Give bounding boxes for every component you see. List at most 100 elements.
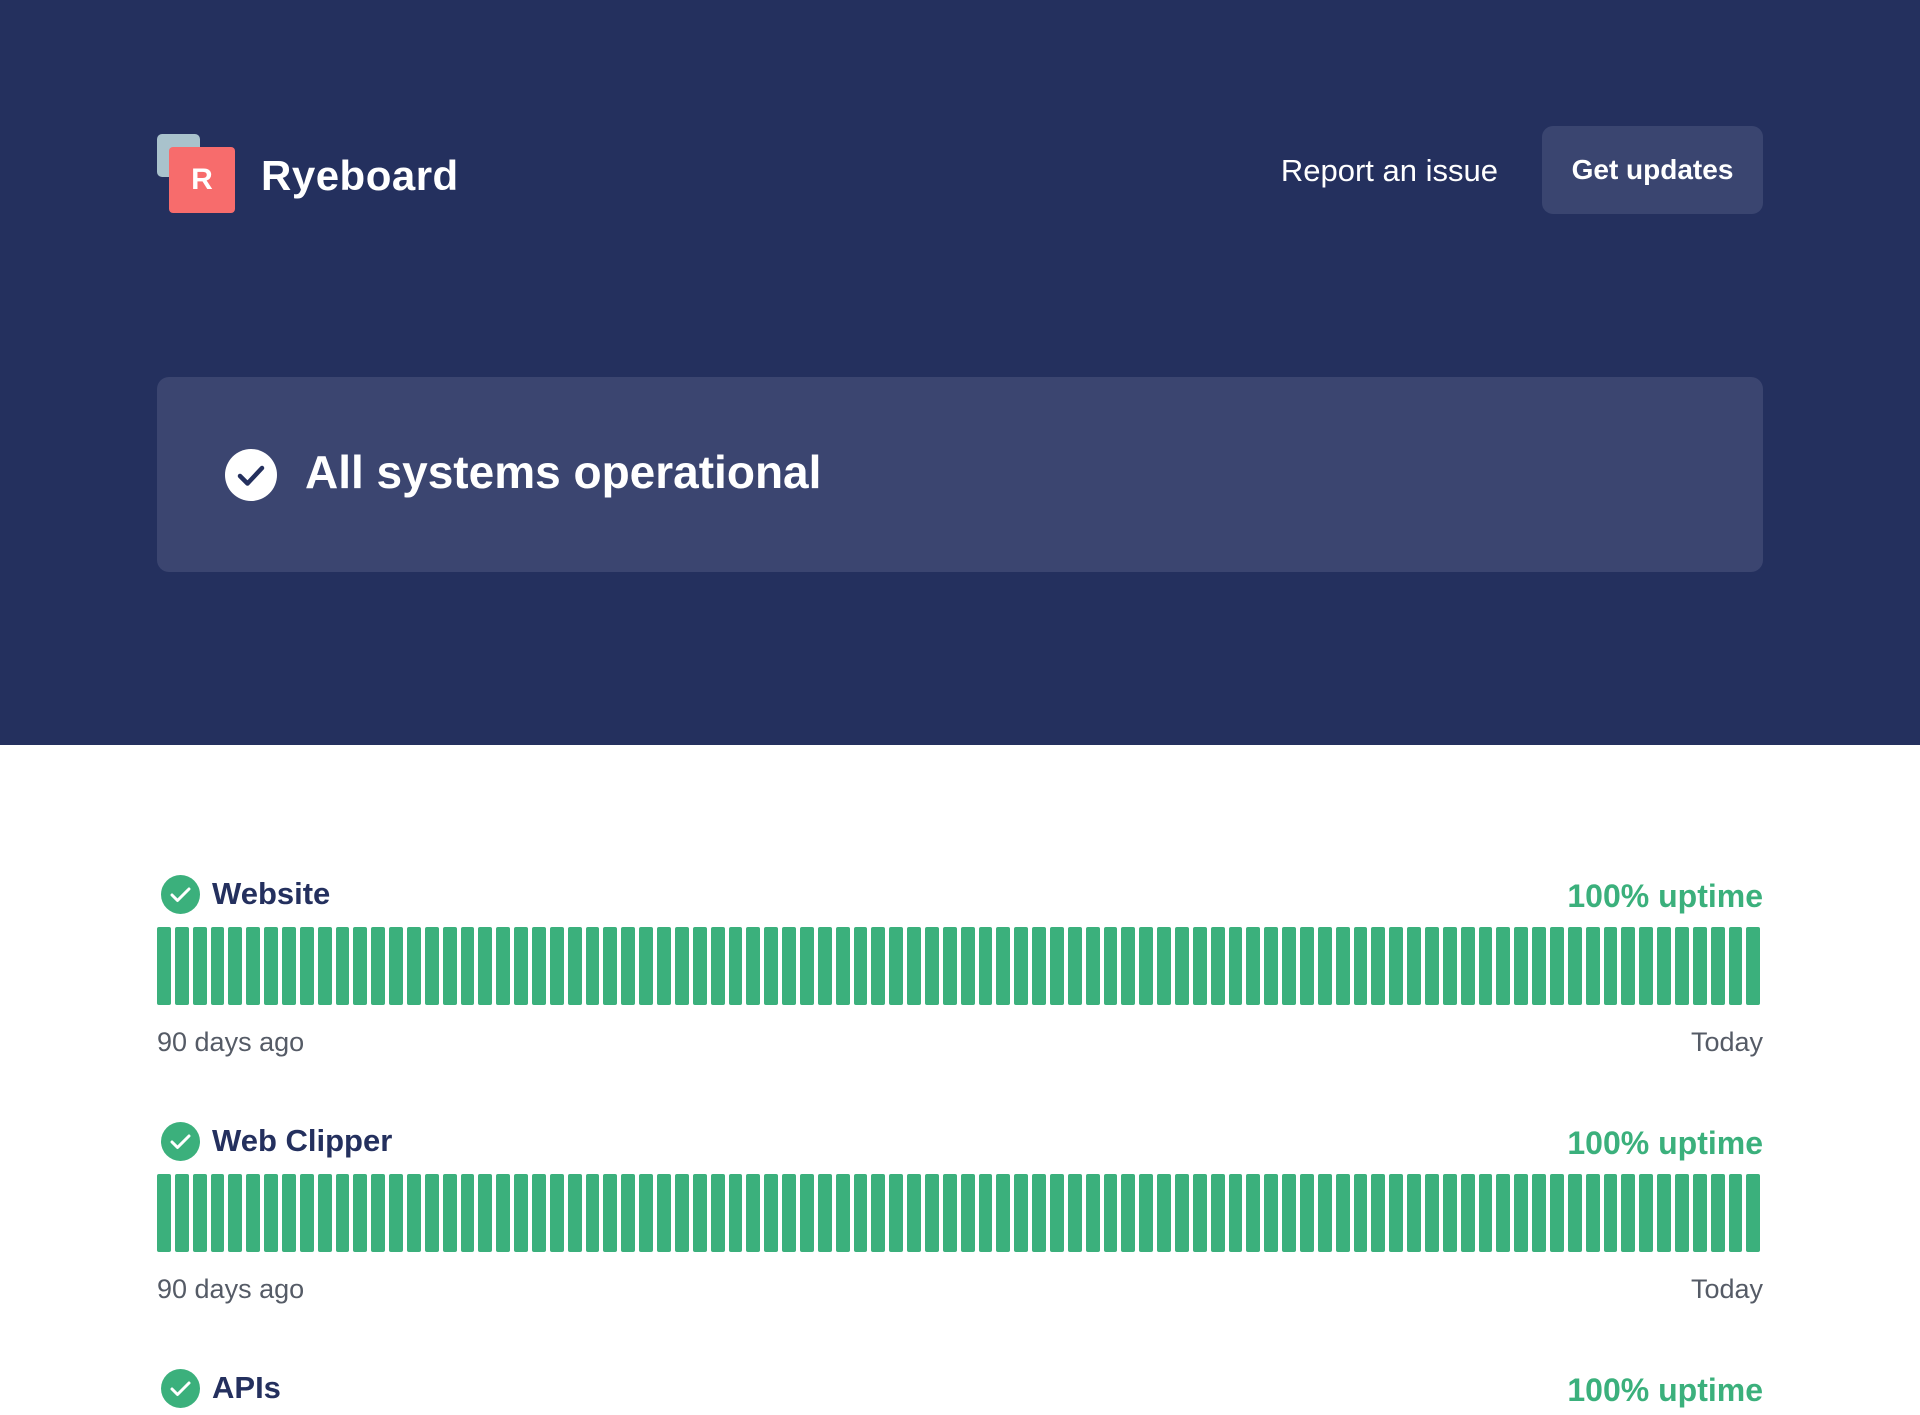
uptime-day-bar[interactable] (1032, 1174, 1046, 1252)
uptime-day-bar[interactable] (1121, 1174, 1136, 1252)
uptime-day-bar[interactable] (1496, 1174, 1511, 1252)
uptime-day-bar[interactable] (1246, 1174, 1261, 1252)
uptime-day-bar[interactable] (1174, 927, 1189, 1005)
uptime-day-bar[interactable] (174, 927, 189, 1005)
uptime-day-bar[interactable] (1300, 927, 1314, 1005)
uptime-day-bar[interactable] (942, 1174, 957, 1252)
uptime-day-bar[interactable] (1139, 1174, 1154, 1252)
uptime-day-bar[interactable] (371, 927, 386, 1005)
uptime-day-bar[interactable] (1067, 927, 1082, 1005)
uptime-day-bar[interactable] (1728, 1174, 1743, 1252)
uptime-day-bar[interactable] (532, 927, 546, 1005)
uptime-day-bar[interactable] (710, 927, 725, 1005)
uptime-day-bar[interactable] (389, 1174, 404, 1252)
uptime-day-bar[interactable] (1407, 1174, 1422, 1252)
uptime-day-bar[interactable] (335, 1174, 350, 1252)
uptime-day-bar[interactable] (1317, 927, 1332, 1005)
uptime-day-bar[interactable] (514, 927, 529, 1005)
uptime-day-bar[interactable] (299, 927, 314, 1005)
uptime-day-bar[interactable] (835, 1174, 850, 1252)
uptime-day-bar[interactable] (1496, 927, 1511, 1005)
uptime-day-bar[interactable] (871, 1174, 886, 1252)
uptime-day-bar[interactable] (407, 927, 421, 1005)
uptime-day-bar[interactable] (799, 1174, 814, 1252)
uptime-day-bar[interactable] (1567, 927, 1582, 1005)
uptime-day-bar[interactable] (1728, 927, 1743, 1005)
uptime-day-bar[interactable] (1514, 927, 1529, 1005)
uptime-day-bar[interactable] (1300, 1174, 1314, 1252)
uptime-day-bar[interactable] (1603, 1174, 1618, 1252)
uptime-day-bar[interactable] (1710, 1174, 1725, 1252)
uptime-day-bar[interactable] (603, 927, 618, 1005)
uptime-day-bar[interactable] (1371, 927, 1386, 1005)
brand-logo[interactable]: R Ryeboard (157, 134, 459, 213)
uptime-day-bar[interactable] (853, 927, 868, 1005)
uptime-day-bar[interactable] (1514, 1174, 1529, 1252)
uptime-day-bar[interactable] (1335, 927, 1350, 1005)
uptime-day-bar[interactable] (1067, 1174, 1082, 1252)
uptime-day-bar[interactable] (585, 927, 600, 1005)
uptime-day-bar[interactable] (1442, 1174, 1457, 1252)
uptime-day-bar[interactable] (157, 1174, 171, 1252)
uptime-day-bar[interactable] (192, 1174, 207, 1252)
uptime-day-bar[interactable] (1460, 927, 1475, 1005)
uptime-day-bar[interactable] (1603, 927, 1618, 1005)
uptime-day-bar[interactable] (835, 927, 850, 1005)
uptime-day-bar[interactable] (907, 1174, 921, 1252)
uptime-day-bar[interactable] (817, 927, 832, 1005)
uptime-day-bar[interactable] (228, 1174, 243, 1252)
uptime-day-bar[interactable] (407, 1174, 421, 1252)
uptime-day-bar[interactable] (1353, 1174, 1368, 1252)
uptime-day-bar[interactable] (442, 927, 457, 1005)
uptime-day-bar[interactable] (692, 1174, 707, 1252)
uptime-day-bar[interactable] (1103, 1174, 1118, 1252)
uptime-day-bar[interactable] (907, 927, 921, 1005)
uptime-day-bar[interactable] (1746, 1174, 1761, 1252)
uptime-day-bar[interactable] (1264, 1174, 1279, 1252)
uptime-day-bar[interactable] (924, 927, 939, 1005)
uptime-day-bar[interactable] (174, 1174, 189, 1252)
uptime-day-bar[interactable] (621, 927, 636, 1005)
uptime-day-bar[interactable] (1692, 927, 1707, 1005)
uptime-day-bar[interactable] (353, 927, 368, 1005)
uptime-day-bar[interactable] (657, 927, 671, 1005)
uptime-day-bar[interactable] (299, 1174, 314, 1252)
uptime-day-bar[interactable] (1085, 1174, 1100, 1252)
uptime-day-bar[interactable] (621, 1174, 636, 1252)
uptime-day-bar[interactable] (799, 927, 814, 1005)
uptime-day-bar[interactable] (1264, 927, 1279, 1005)
uptime-day-bar[interactable] (924, 1174, 939, 1252)
uptime-day-bar[interactable] (960, 927, 975, 1005)
uptime-day-bar[interactable] (1014, 927, 1029, 1005)
uptime-day-bar[interactable] (335, 927, 350, 1005)
uptime-day-bar[interactable] (692, 927, 707, 1005)
uptime-day-bar[interactable] (1282, 1174, 1296, 1252)
uptime-day-bar[interactable] (746, 927, 761, 1005)
uptime-day-bar[interactable] (1460, 1174, 1475, 1252)
uptime-day-bar[interactable] (1032, 927, 1046, 1005)
uptime-day-bar[interactable] (1228, 927, 1243, 1005)
uptime-day-bar[interactable] (1210, 1174, 1225, 1252)
uptime-day-bar[interactable] (728, 1174, 743, 1252)
uptime-day-bar[interactable] (424, 927, 439, 1005)
uptime-day-bar[interactable] (1139, 927, 1154, 1005)
uptime-day-bar[interactable] (1049, 1174, 1064, 1252)
uptime-day-bar[interactable] (1657, 927, 1672, 1005)
uptime-day-bar[interactable] (1585, 1174, 1600, 1252)
uptime-day-bar[interactable] (353, 1174, 368, 1252)
uptime-day-bar[interactable] (192, 927, 207, 1005)
uptime-day-bar[interactable] (1639, 927, 1654, 1005)
uptime-day-bar[interactable] (764, 927, 779, 1005)
uptime-day-bar[interactable] (1228, 1174, 1243, 1252)
uptime-day-bar[interactable] (978, 1174, 993, 1252)
uptime-day-bar[interactable] (942, 927, 957, 1005)
uptime-day-bar[interactable] (567, 927, 582, 1005)
uptime-day-bar[interactable] (496, 927, 511, 1005)
uptime-day-bar[interactable] (996, 927, 1011, 1005)
uptime-day-bar[interactable] (514, 1174, 529, 1252)
uptime-day-bar[interactable] (478, 1174, 493, 1252)
uptime-day-bar[interactable] (764, 1174, 779, 1252)
uptime-day-bar[interactable] (1210, 927, 1225, 1005)
uptime-day-bar[interactable] (549, 1174, 564, 1252)
uptime-day-bar[interactable] (1157, 1174, 1171, 1252)
